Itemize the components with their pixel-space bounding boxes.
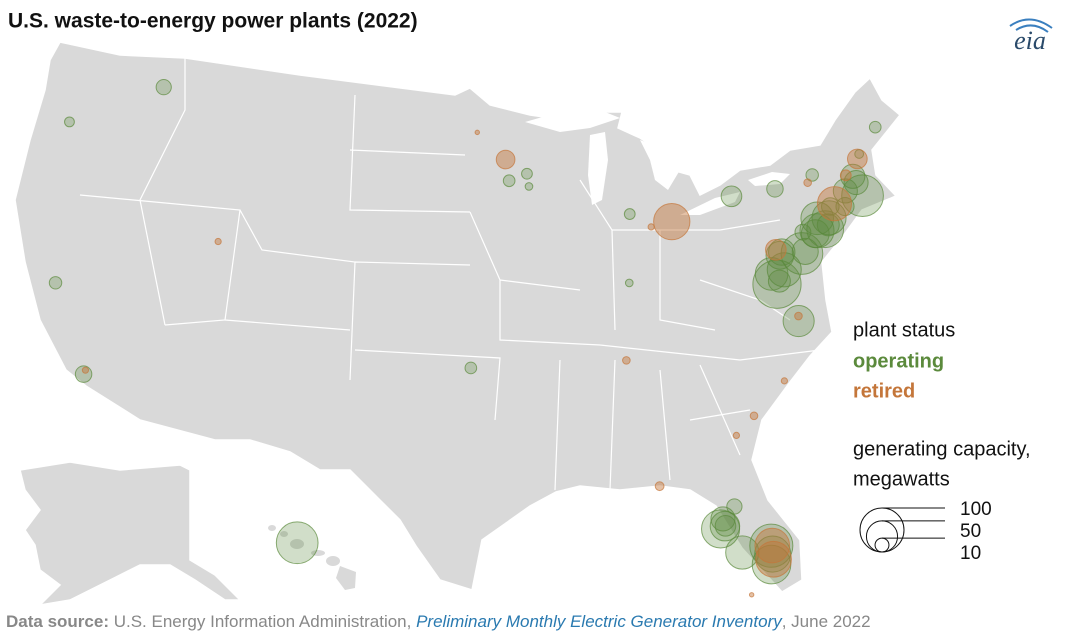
legend-entry: operating [853,350,944,372]
plant-bubble [803,178,812,187]
plant-bubble [868,120,882,134]
plant-bubble [765,238,787,261]
plant-bubble [794,223,812,241]
size-legend-label: 50 [960,521,981,542]
island [268,525,276,531]
island [280,531,288,537]
alaska [19,461,242,607]
chart-title: U.S. waste-to-energy power plants (2022) [8,10,418,33]
plant-bubble [720,185,743,208]
plant-bubble [64,116,75,128]
plant-bubble [816,186,853,222]
plant-bubble [794,311,803,321]
legend-title: plant status [853,319,955,341]
plant-bubble [768,238,796,266]
bubbles [48,79,884,598]
plant-bubble [624,278,634,288]
source-link[interactable]: Preliminary Monthly Electric Generator I… [416,612,783,631]
source-label: Data source: [6,612,109,631]
plant-bubble [81,366,90,374]
legend: operating retired [853,350,944,402]
plant-bubble [748,592,755,598]
logo: eia [1014,26,1046,55]
plant-bubble [275,521,319,565]
hawaii [268,525,356,590]
plant-bubble [701,509,741,549]
plant-bubble [725,535,760,570]
plant-bubble [749,523,794,568]
island [290,539,304,549]
plant-bubble [749,411,759,421]
plant-bubble [782,304,815,338]
legend-entry: retired [853,380,915,402]
lake-michigan [588,132,608,205]
size-legend-title: generating capacity, [853,438,1031,460]
size-legend-title: megawatts [853,468,950,490]
size-legend-label: 100 [960,499,992,520]
lake-huron [640,140,680,190]
plant-bubble [766,180,784,198]
plant-bubble [780,377,788,385]
size-legend-label: 10 [960,543,981,564]
plant-bubble [214,237,222,246]
basemap [14,41,902,607]
plant-bubble [767,269,791,293]
plant-bubble [623,208,636,220]
plant-bubble [474,129,480,136]
plant-bubble [791,237,819,265]
plant-bubble [805,168,819,182]
lake-superior [525,110,620,132]
plant-bubble [710,506,736,532]
plant-bubble [732,431,741,440]
plant-bubble [755,540,792,578]
plant-bubble [647,223,655,231]
plant-bubble [74,365,93,383]
plant-bubble [839,169,852,182]
plant-bubble [155,79,172,96]
plant-bubble [502,174,516,188]
plant-bubble [464,361,478,375]
source-date: , June 2022 [782,612,871,631]
plant-bubble [48,276,63,290]
state-borders [79,58,821,491]
plant-bubble [847,148,868,170]
state-border [79,58,821,491]
island [336,566,356,590]
island [326,556,340,566]
plant-bubble [524,182,534,191]
conus-outline [14,41,902,593]
source-text: U.S. Energy Information Administration, [114,612,412,631]
source-line: Data source: U.S. Energy Information Adm… [6,612,871,631]
plant-bubble [766,252,802,288]
logo-arc [1009,18,1053,33]
plant-bubble [521,167,533,180]
lake-erie [680,192,740,215]
plant-bubble [653,202,691,241]
plant-bubble [622,356,631,365]
plant-bubble [654,481,665,492]
plant-bubble [841,174,884,218]
plant-bubble [754,527,791,564]
plant-bubble [726,498,743,515]
plant-bubble [495,149,516,170]
